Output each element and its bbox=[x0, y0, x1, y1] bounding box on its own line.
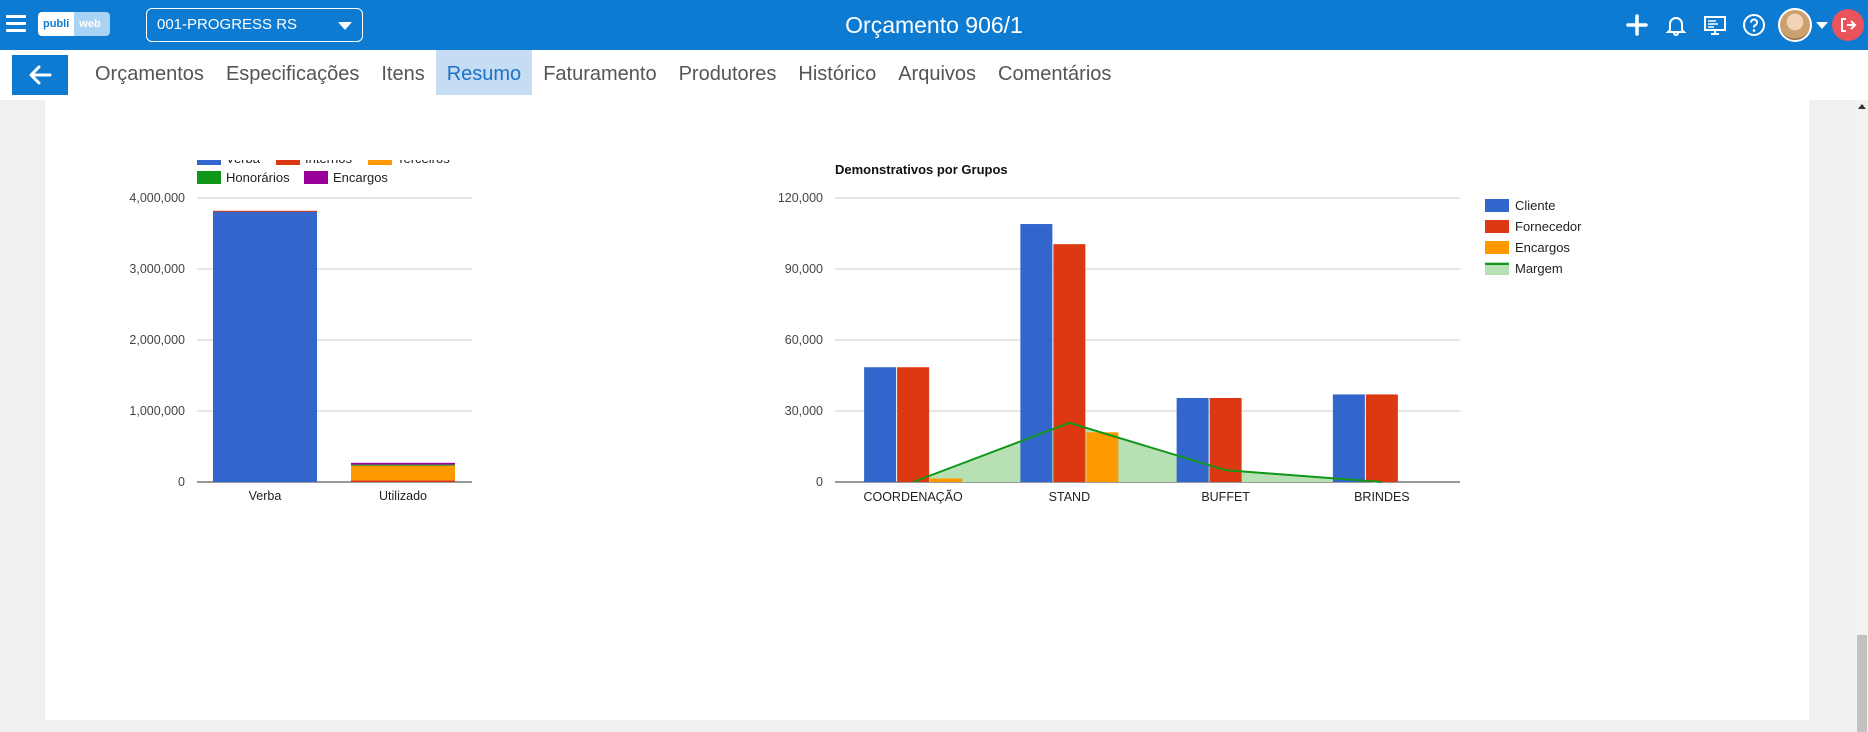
chevron-down-icon bbox=[338, 22, 352, 30]
chart-title: Demonstrativos por Grupos bbox=[835, 162, 1008, 177]
tab-produtores[interactable]: Produtores bbox=[678, 63, 777, 85]
legend-label-encargos: Encargos bbox=[1515, 240, 1570, 255]
hamburger-menu-icon[interactable] bbox=[6, 15, 26, 33]
scroll-up-arrow-icon[interactable] bbox=[1858, 104, 1866, 109]
avatar[interactable] bbox=[1778, 8, 1812, 42]
plus-icon[interactable] bbox=[1625, 13, 1649, 37]
legend-label-internos: Internos bbox=[305, 160, 352, 166]
avatar-chevron-down-icon[interactable] bbox=[1816, 21, 1828, 29]
top-bar: publi web 001-PROGRESS RS Orçamento 906/… bbox=[0, 0, 1868, 50]
bar-brindes-cliente bbox=[1332, 394, 1365, 482]
y-tick-label: 0 bbox=[816, 475, 823, 489]
back-button[interactable] bbox=[12, 55, 68, 95]
tab-comentarios[interactable]: Comentários bbox=[998, 63, 1112, 85]
groups-chart: Demonstrativos por Grupos 0 30,000 60,000 90… bbox=[778, 162, 1582, 504]
bar-brindes-fornecedor bbox=[1365, 394, 1398, 482]
logo-part2: web bbox=[79, 18, 101, 30]
legend-swatch-fornecedor bbox=[1485, 220, 1509, 233]
legend-label-cliente: Cliente bbox=[1515, 198, 1555, 213]
bar-utilizado-terceiros bbox=[351, 465, 455, 481]
tab-faturamento[interactable]: Faturamento bbox=[543, 63, 657, 85]
bar-coordenacao-cliente bbox=[864, 367, 897, 482]
bar-coordenacao-encargos bbox=[930, 478, 963, 482]
header-actions bbox=[1610, 0, 1868, 50]
summary-panel: Verba Internos Terceiros Honorários Encargos… bbox=[45, 100, 1809, 720]
scrollbar-thumb[interactable] bbox=[1857, 635, 1867, 732]
x-tick-label: COORDENAÇÃO bbox=[863, 490, 963, 504]
y-tick-label: 90,000 bbox=[785, 262, 823, 276]
bar-stand-encargos bbox=[1086, 432, 1119, 482]
page-title: Orçamento 906/1 bbox=[845, 12, 1023, 38]
tab-itens[interactable]: Itens bbox=[381, 63, 425, 85]
line-margem bbox=[912, 421, 1382, 483]
legend-swatch-encargos bbox=[304, 171, 328, 184]
tabs: Orçamentos Especificações Itens Resumo F… bbox=[84, 50, 1122, 100]
help-icon[interactable] bbox=[1742, 13, 1766, 37]
legend-swatch-internos bbox=[276, 160, 300, 165]
tab-resumo[interactable]: Resumo bbox=[435, 50, 533, 95]
x-tick-label: Utilizado bbox=[379, 489, 427, 503]
logout-icon[interactable] bbox=[1832, 9, 1864, 41]
legend-swatch-terceiros bbox=[368, 160, 392, 165]
bar-verba-verba bbox=[213, 211, 317, 483]
tab-historico[interactable]: Histórico bbox=[798, 63, 877, 85]
organization-select-value: 001-PROGRESS RS bbox=[157, 16, 298, 33]
bar-buffet-cliente bbox=[1176, 397, 1209, 482]
bar-utilizado-encargos bbox=[351, 462, 455, 465]
legend-swatch-cliente bbox=[1485, 199, 1509, 212]
monitor-icon[interactable] bbox=[1703, 13, 1727, 37]
y-tick-label: 1,000,000 bbox=[129, 404, 185, 418]
bar-stand-fornecedor bbox=[1053, 244, 1086, 482]
y-tick-label: 60,000 bbox=[785, 333, 823, 347]
tab-arquivos[interactable]: Arquivos bbox=[898, 63, 977, 85]
tab-especificacoes[interactable]: Especificações bbox=[225, 63, 360, 85]
legend-swatch-verba bbox=[197, 160, 221, 165]
y-tick-label: 120,000 bbox=[778, 191, 823, 205]
y-tick-label: 2,000,000 bbox=[129, 333, 185, 347]
vertical-scrollbar[interactable] bbox=[1856, 100, 1868, 732]
bar-utilizado-internos bbox=[351, 480, 455, 482]
bar-buffet-fornecedor bbox=[1209, 397, 1242, 482]
tab-orcamentos[interactable]: Orçamentos bbox=[95, 63, 204, 85]
y-tick-label: 3,000,000 bbox=[129, 262, 185, 276]
legend-label-honorarios: Honorários bbox=[226, 170, 290, 185]
logo-part1: publi bbox=[38, 12, 75, 36]
legend-swatch-encargos bbox=[1485, 241, 1509, 254]
y-tick-label: 4,000,000 bbox=[129, 191, 185, 205]
legend-label-verba: Verba bbox=[226, 160, 261, 166]
bar-coordenacao-fornecedor bbox=[897, 367, 930, 482]
bar-verba-internos bbox=[213, 210, 317, 212]
legend-label-terceiros: Terceiros bbox=[397, 160, 450, 166]
bar-utilizado-honorarios bbox=[351, 464, 455, 466]
organization-select[interactable]: 001-PROGRESS RS bbox=[146, 8, 363, 42]
x-tick-label: BUFFET bbox=[1201, 490, 1250, 504]
area-margem bbox=[913, 422, 1382, 482]
budget-stacked-chart: Verba Internos Terceiros Honorários Encargos… bbox=[129, 160, 472, 503]
x-tick-label: BRINDES bbox=[1354, 490, 1410, 504]
x-tick-label: Verba bbox=[249, 489, 282, 503]
y-tick-label: 30,000 bbox=[785, 404, 823, 418]
legend-label-fornecedor: Fornecedor bbox=[1515, 219, 1582, 234]
arrow-left-icon bbox=[29, 65, 52, 85]
x-tick-label: STAND bbox=[1049, 490, 1090, 504]
bar-stand-cliente bbox=[1020, 224, 1053, 482]
legend-label-encargos: Encargos bbox=[333, 170, 388, 185]
app-logo[interactable]: publi web bbox=[38, 12, 110, 36]
tab-bar: Orçamentos Especificações Itens Resumo F… bbox=[0, 50, 1868, 100]
legend-swatch-margem bbox=[1485, 262, 1509, 275]
legend-swatch-honorarios bbox=[197, 171, 221, 184]
bell-icon[interactable] bbox=[1664, 13, 1688, 37]
legend-label-margem: Margem bbox=[1515, 261, 1563, 276]
y-tick-label: 0 bbox=[178, 475, 185, 489]
